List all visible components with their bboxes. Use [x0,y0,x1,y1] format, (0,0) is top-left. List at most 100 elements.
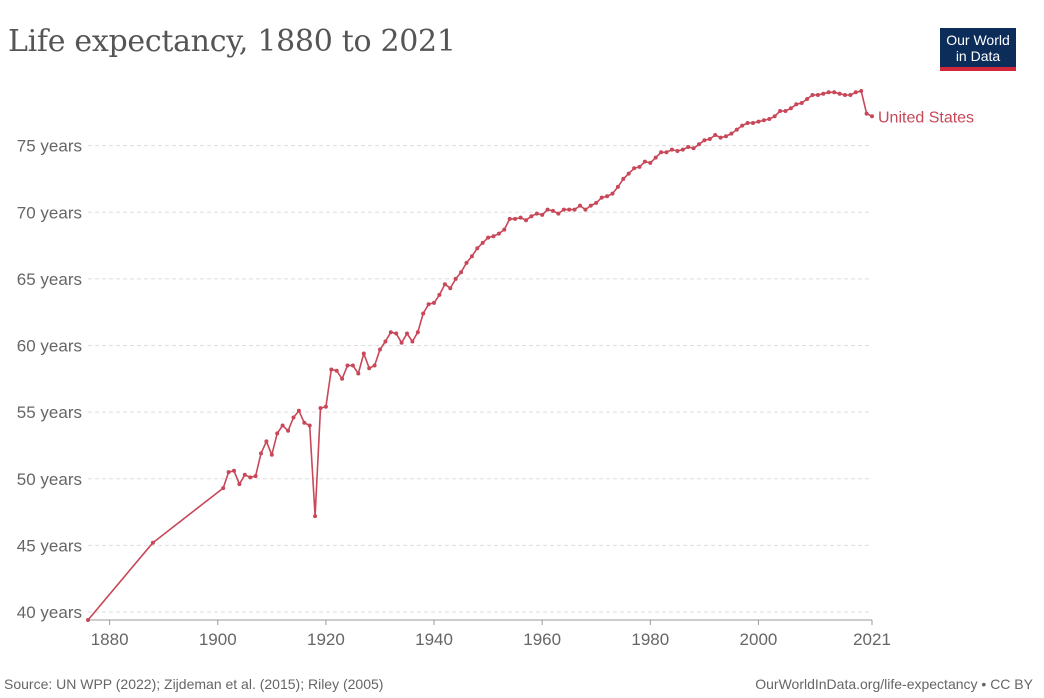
data-point [480,240,485,245]
data-point [534,211,539,216]
x-tick-label: 1920 [307,630,345,649]
credit-link[interactable]: OurWorldInData.org/life-expectancy • CC … [755,676,1033,692]
data-point [697,142,701,147]
data-point [502,227,507,232]
data-point [150,540,155,545]
data-point [805,97,810,101]
series-layer: United States [86,89,974,622]
x-tick-label: 1960 [523,630,561,649]
data-point [464,260,469,265]
data-point [551,208,555,213]
data-point [751,121,755,125]
data-point [529,214,534,219]
data-point [832,90,837,95]
data-point [567,207,572,212]
data-point [405,331,409,336]
logo-line-2: in Data [955,48,1001,64]
data-point [675,149,680,153]
y-tick-label: 50 years [17,470,82,489]
data-point [864,111,869,116]
data-point [772,114,777,119]
data-point [221,486,226,491]
data-point [621,176,626,181]
data-point [264,439,269,444]
data-point [426,302,431,307]
x-axis: 1880 1900 1920 1940 1960 1980 2000 2021 [88,619,891,649]
data-point [686,145,691,149]
data-point [632,166,637,171]
x-tick-label: 2021 [853,630,891,649]
data-point [475,246,480,251]
data-point [837,91,842,96]
data-point [329,367,334,372]
data-point [843,93,847,97]
y-tick-label: 60 years [17,337,82,356]
data-point [572,207,577,212]
data-point [486,235,491,240]
data-point [469,254,474,259]
y-tick-label: 75 years [17,137,82,156]
chart-title: Life expectancy, 1880 to 2021 [8,24,456,59]
data-point [821,91,826,96]
y-tick-label: 40 years [17,603,82,622]
data-point [588,203,593,208]
data-point [540,212,545,217]
data-point [756,119,761,124]
y-axis: 40 years 45 years 50 years 55 years 60 years… [17,137,82,622]
data-point [767,117,772,121]
logo-line-1: Our World [946,32,1010,48]
data-point [648,160,653,165]
data-point [788,106,793,111]
data-point [799,101,804,105]
data-point [394,331,399,336]
data-point [794,102,799,107]
x-tick-label: 1880 [91,630,129,649]
data-point [664,150,669,155]
data-point [637,164,642,169]
x-tick-label: 1940 [415,630,453,649]
data-point [421,311,426,316]
data-point [302,420,307,425]
data-point [524,218,528,223]
data-point [783,109,788,113]
data-point [286,428,291,433]
data-point [280,423,285,428]
data-point [848,93,853,97]
data-point [410,339,415,344]
data-point [259,451,263,456]
x-tick-label: 1980 [631,630,669,649]
data-point [761,118,766,123]
data-point [334,368,339,373]
data-point [459,270,464,275]
data-point [367,366,372,371]
data-point [724,134,728,139]
data-point [383,339,388,344]
data-point [296,408,301,413]
data-point [248,475,253,480]
y-tick-label: 65 years [17,270,82,289]
data-point [545,207,550,212]
data-point [356,371,361,376]
data-point [870,114,874,119]
data-point [307,423,312,428]
data-point [718,135,723,140]
data-point [378,347,382,352]
data-point [237,482,242,487]
data-point [745,121,750,125]
data-point [734,127,739,132]
data-point [826,90,831,95]
data-point [253,474,258,479]
data-point [437,292,442,297]
data-point [453,276,458,281]
data-point [323,404,328,409]
owid-logo[interactable]: Our World in Data [940,28,1016,71]
data-point [578,203,582,208]
data-point [318,406,323,411]
data-point [778,109,783,113]
data-point [561,207,566,212]
data-point [242,472,247,477]
data-point [372,363,377,368]
data-point [86,618,90,622]
data-point [810,93,815,97]
data-point [702,138,707,143]
